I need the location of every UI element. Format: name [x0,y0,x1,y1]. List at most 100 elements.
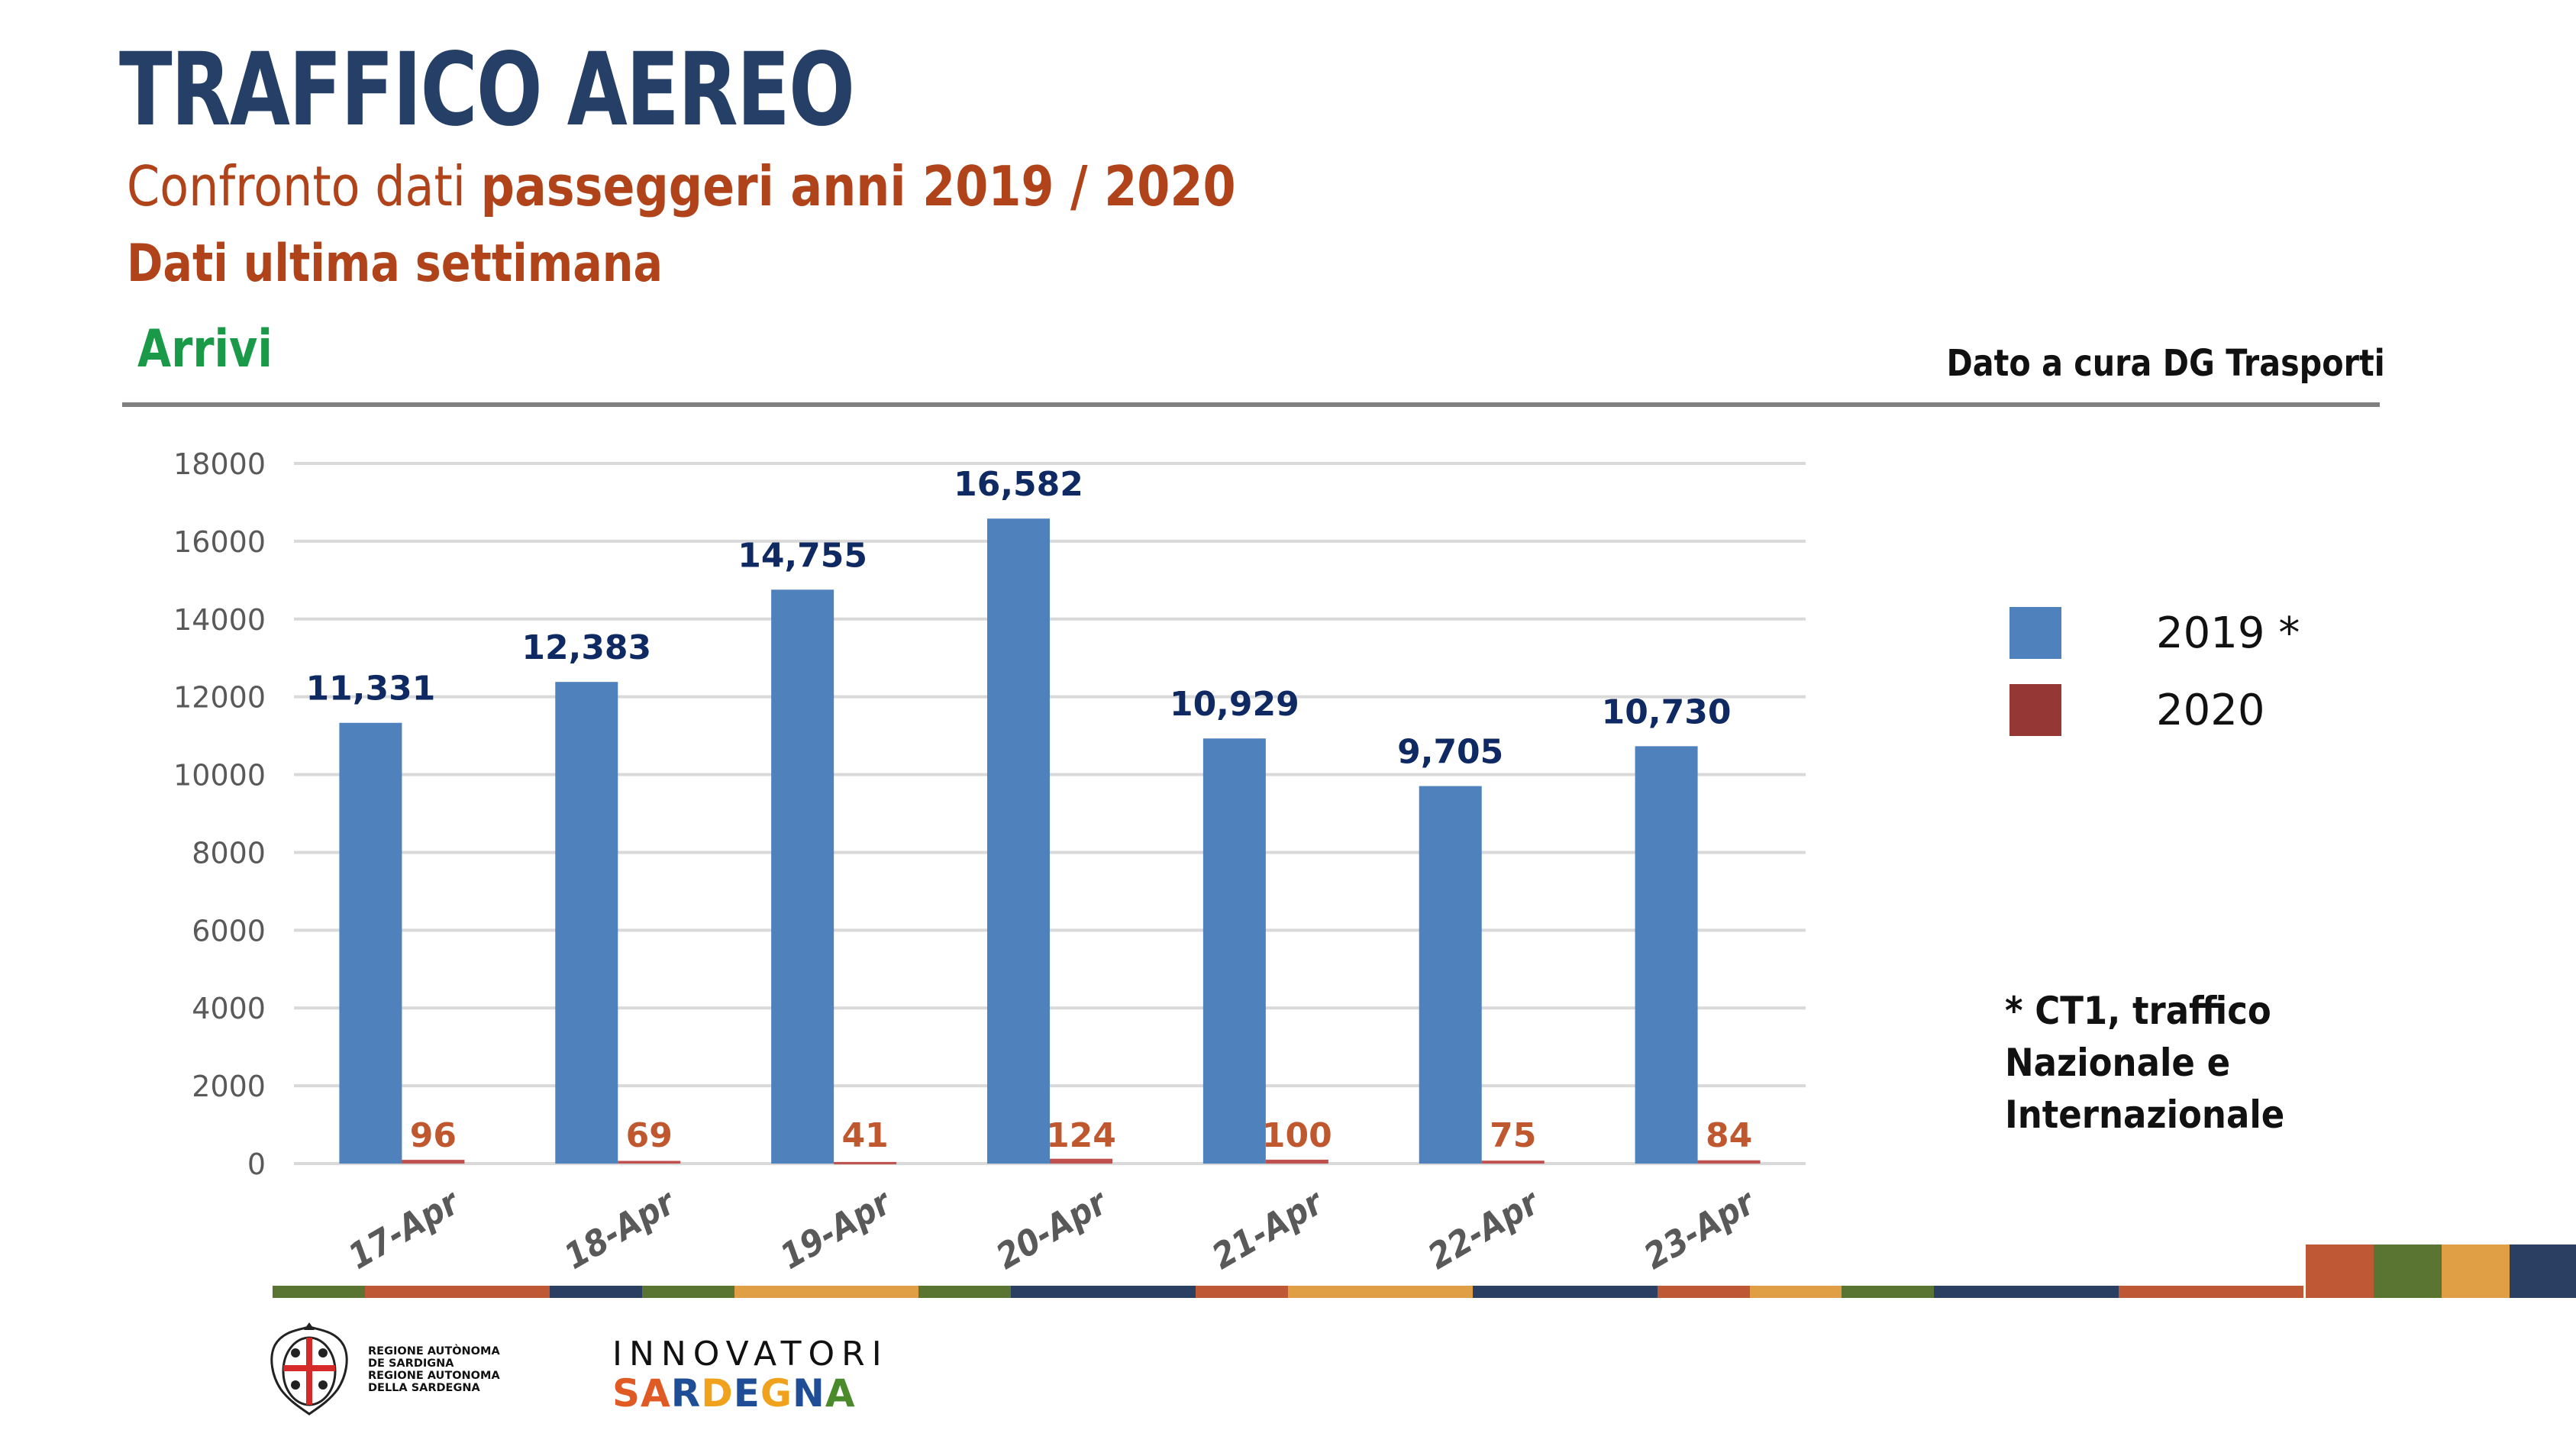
stripe-segment [1380,1286,1473,1298]
bar-2019 [987,518,1050,1164]
legend-label-2019: 2019 * [2156,608,2300,658]
data-label-2020: 84 [1706,1116,1752,1155]
footnote-line: Nazionale e [2005,1041,2231,1085]
stripe-segment [364,1286,457,1298]
y-tick-label: 16000 [173,525,266,559]
stripe-segment [1657,1286,1750,1298]
sardegna-letter: A [825,1371,856,1416]
footnote-line: Internazionale [2005,1093,2285,1137]
stripe-segment [2119,1286,2212,1298]
data-label-2020: 124 [1046,1116,1116,1155]
y-tick-label: 14000 [173,603,266,637]
legend-item-2020: 2020 [2009,684,2265,736]
subtitle-light: Confronto dati [127,154,481,218]
sardegna-letter: N [792,1371,825,1416]
stripe-segment [734,1286,827,1298]
data-label-2019: 16,582 [954,465,1083,504]
x-tick-label: 20-Apr [989,1180,1115,1277]
y-tick-label: 18000 [173,447,266,481]
stripe-segment [1103,1286,1196,1298]
data-credit: Dato a cura DG Trasporti [1946,342,2385,385]
y-tick-label: 12000 [173,681,266,715]
y-tick-label: 10000 [173,759,266,793]
bar-2020 [1265,1159,1328,1164]
stripe-segment [2211,1286,2303,1298]
data-label-2020: 41 [842,1116,889,1155]
data-label-2019: 11,331 [306,670,436,709]
decorative-color-blocks [2306,1244,2576,1298]
bar-2020 [834,1161,897,1164]
region-line: DE SARDIGNA [368,1357,454,1370]
stripe-segment [273,1286,365,1298]
regione-sardegna-logo: REGIONE AUTÒNOMA DE SARDIGNA REGIONE AUT… [267,1322,500,1417]
data-label-2019: 10,929 [1170,685,1299,724]
stripe-segment [1749,1286,1842,1298]
bar-2019 [1635,746,1698,1164]
color-block [2510,1244,2576,1298]
innovatori-sardegna-logo: INNOVATORI SARDEGNA [612,1335,889,1413]
legend-swatch-2020 [2009,684,2061,736]
region-line: REGIONE AUTÒNOMA [368,1345,500,1357]
stripe-segment [641,1286,734,1298]
bar-2020 [1697,1160,1761,1164]
regione-sardegna-text: REGIONE AUTÒNOMA DE SARDIGNA REGIONE AUT… [368,1345,500,1394]
footnote-line: * CT1, traffico [2005,989,2271,1033]
x-tick-label: 22-Apr [1421,1180,1547,1277]
y-tick-label: 2000 [192,1070,266,1103]
y-tick-label: 6000 [192,914,266,947]
bar-2019 [771,589,834,1164]
stripe-segment [1842,1286,1935,1298]
x-tick-label: 17-Apr [341,1180,467,1277]
subtitle-bold: passeggeri anni 2019 / 2020 [480,154,1236,218]
innovatori-wordmark: INNOVATORI [612,1335,889,1374]
color-block [2442,1244,2510,1298]
color-block [2306,1244,2374,1298]
stripe-segment [1472,1286,1565,1298]
legend-swatch-2019 [2009,607,2061,659]
x-tick-label: 21-Apr [1205,1180,1331,1277]
sardegna-letter: R [670,1371,702,1416]
data-label-2019: 14,755 [738,536,867,575]
data-label-2020: 100 [1262,1116,1332,1155]
page-title: TRAFFICO AEREO [119,31,855,149]
bar-chart: 0 2000 4000 6000 8000 10000 12000 14000 16000 180… [173,447,1806,1277]
decorative-color-stripe [273,1286,2303,1298]
legend-label-2020: 2020 [2156,685,2265,735]
bar-2019 [1202,738,1266,1164]
bar-2020 [1481,1161,1545,1164]
stripe-segment [1196,1286,1288,1298]
sardegna-letter: G [760,1371,792,1416]
data-label-2019: 10,730 [1602,692,1732,731]
stripe-segment [1934,1286,2027,1298]
stripe-segment [918,1286,1012,1298]
stripe-segment [1287,1286,1380,1298]
subtitle-period: Dati ultima settimana [127,234,663,294]
sardegna-letter: E [733,1371,760,1416]
y-tick-label: 0 [247,1148,266,1181]
sardinia-coat-of-arms-icon [270,1322,348,1416]
bar-2019 [339,722,402,1164]
legend-item-2019: 2019 * [2009,607,2300,659]
data-label-2019: 9,705 [1397,733,1503,772]
bar-2019 [555,682,618,1164]
data-label-2020: 75 [1490,1116,1536,1155]
region-line: DELLA SARDEGNA [368,1382,480,1394]
stripe-segment [1011,1286,1104,1298]
bar-2020 [618,1161,681,1164]
section-label: Arrivi [137,319,273,379]
x-tick-label: 19-Apr [773,1180,899,1277]
stripe-segment [1564,1286,1658,1298]
y-tick-label: 8000 [192,836,266,870]
bar-2020 [1050,1158,1112,1164]
stripe-segment [2026,1286,2119,1298]
header-divider [122,402,2380,407]
sardegna-letter: D [701,1371,734,1416]
region-line: REGIONE AUTONOMA [368,1370,500,1382]
x-tick-label: 23-Apr [1637,1180,1763,1277]
stripe-segment [549,1286,642,1298]
y-tick-label: 4000 [192,992,266,1025]
footnote: * CT1, traffico Nazionale e Internaziona… [2005,985,2284,1141]
color-block [2374,1244,2442,1298]
stripe-segment [457,1286,550,1298]
bar-2020 [402,1160,465,1164]
